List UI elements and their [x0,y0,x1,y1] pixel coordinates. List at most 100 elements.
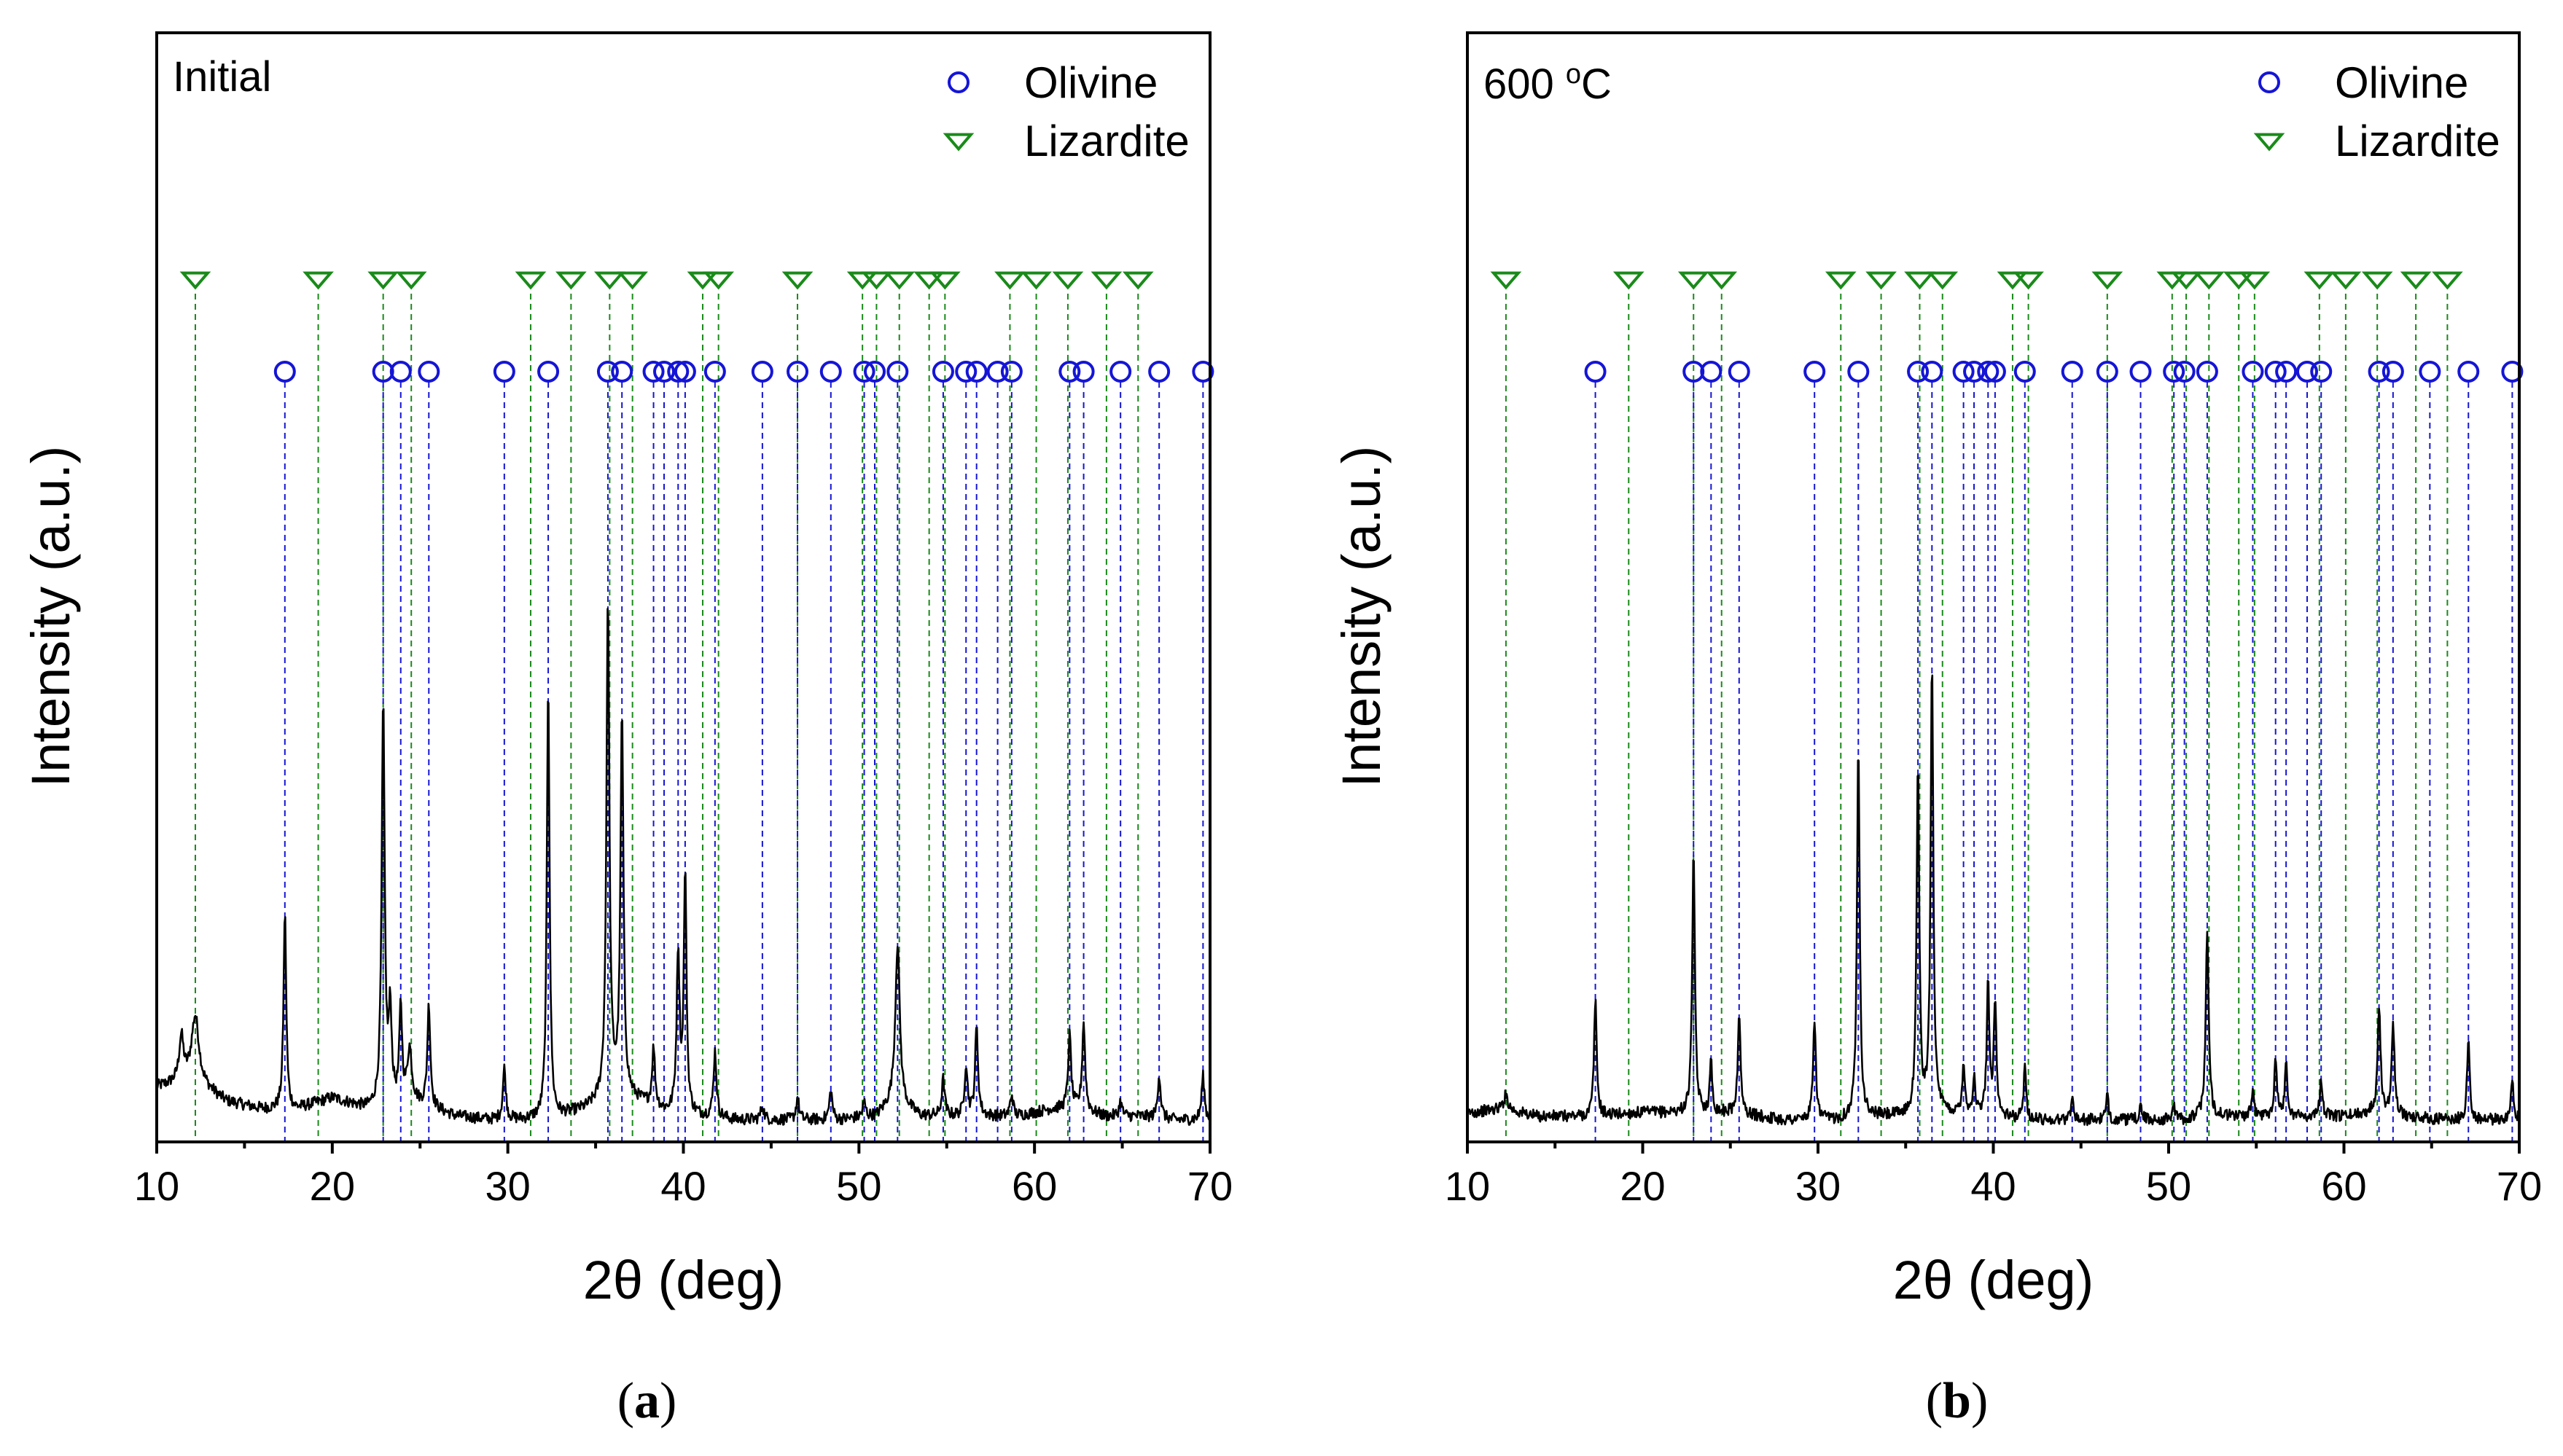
olivine-marker [2242,361,2264,383]
lizardite-marker [703,271,735,290]
olivine-marker [674,361,696,383]
lizardite-marker [1825,271,1857,290]
legend-lizardite-marker [2253,133,2285,152]
lizardite-marker [2239,271,2271,290]
lizardite-marker [2361,271,2393,290]
olivine-marker [864,361,886,383]
lizardite-marker [1122,271,1154,290]
olivine-marker [2163,361,2185,383]
lizardite-marker [2223,271,2255,290]
lizardite-marker [994,271,1026,290]
olivine-marker [1148,361,1171,383]
olivine-marker [2368,361,2390,383]
olivine-marker [667,361,690,383]
olivine-marker [819,361,842,383]
lizardite-marker [2400,271,2432,290]
lizardite-marker [367,271,399,290]
olivine-marker [1058,361,1081,383]
lizardite-marker [781,271,814,290]
lizardite-marker [303,271,334,290]
xrd-pattern-trace [155,608,1212,1126]
lizardite-marker [2303,271,2336,290]
olivine-marker [1584,361,1607,383]
olivine-marker [493,361,515,383]
legend-lizardite-label: Lizardite [1024,117,1190,165]
olivine-marker [1907,361,1930,383]
lizardite-marker [1927,271,1959,290]
olivine-marker [2264,361,2287,383]
lizardite-marker [687,271,719,290]
olivine-marker [2275,361,2298,383]
olivine-marker [273,361,296,383]
lizardite-marker [2091,271,2123,290]
lizardite-marker [913,271,945,290]
olivine-marker [642,361,665,383]
olivine-marker [2295,361,2318,383]
olivine-marker [2013,361,2036,383]
olivine-marker [2381,361,2404,383]
lizardite-marker [929,271,961,290]
olivine-marker [1700,361,1723,383]
olivine-marker [2457,361,2480,383]
x-tick-label: 40 [660,1163,706,1209]
lizardite-marker [1904,271,1935,290]
x-tick-label: 30 [485,1163,531,1209]
x-tick-label: 70 [1187,1163,1233,1209]
olivine-marker [2173,361,2196,383]
panel-label: 600 oC [1483,59,1612,108]
legend-lizardite-label: Lizardite [2335,117,2500,165]
lizardite-marker [515,271,547,290]
legend: Olivine Lizardite [2253,58,2500,165]
olivine-marker [787,361,809,383]
olivine-marker [1000,361,1023,383]
olivine-marker [2061,361,2083,383]
panel-b: 10 20 30 40 50 60 70 600 oC Olivine Lizardite … [1331,31,2542,1429]
y-axis-label: Intensity (a.u.) [1331,446,1392,788]
olivine-marker [611,361,633,383]
xrd-pattern-trace [1466,674,2521,1127]
lizardite-marker [1021,271,1052,290]
olivine-marker [1921,361,1943,383]
x-tick-label: 60 [2321,1163,2366,1209]
olivine-marker [1847,361,1870,383]
panel-label: Initial [173,53,271,101]
olivine-marker [965,361,988,383]
lizardite-marker [861,271,892,290]
legend-olivine-marker [948,71,970,93]
olivine-marker [932,361,954,383]
olivine-marker [955,361,978,383]
olivine-marker [389,361,412,383]
olivine-marker [2096,361,2118,383]
panel-a: 10 20 30 40 50 60 70 Initial Olivine Lizardite… [20,31,1233,1429]
lizardite-marker [2330,271,2362,290]
olivine-marker [1952,361,1975,383]
panel-caption: (b) [1926,1373,1989,1429]
lizardite-marker [1677,271,1709,290]
olivine-marker [1109,361,1132,383]
lizardite-marker [1997,271,2029,290]
lizardite-marker [1706,271,1738,290]
olivine-marker [537,361,560,383]
x-tick-label: 10 [134,1163,179,1209]
lizardite-marker [1612,271,1645,290]
lizardite-marker [395,271,427,290]
olivine-marker [886,361,909,383]
x-tick-label: 10 [1445,1163,1490,1209]
olivine-marker [1728,361,1750,383]
olivine-marker [751,361,773,383]
lizardite-marker [2013,271,2044,290]
olivine-marker [853,361,875,383]
legend-olivine-label: Olivine [2335,58,2468,107]
lizardite-marker [2432,271,2463,290]
olivine-marker [986,361,1009,383]
olivine-marker [2419,361,2441,383]
y-axis-label: Intensity (a.u.) [20,446,81,788]
x-tick-label: 70 [2497,1163,2542,1209]
x-tick-label: 50 [2146,1163,2191,1209]
olivine-marker [1803,361,1826,383]
x-tick-label: 20 [1620,1163,1665,1209]
x-tick-label: 60 [1012,1163,1057,1209]
legend-olivine-marker [2258,71,2280,93]
olivine-marker [2501,361,2524,383]
